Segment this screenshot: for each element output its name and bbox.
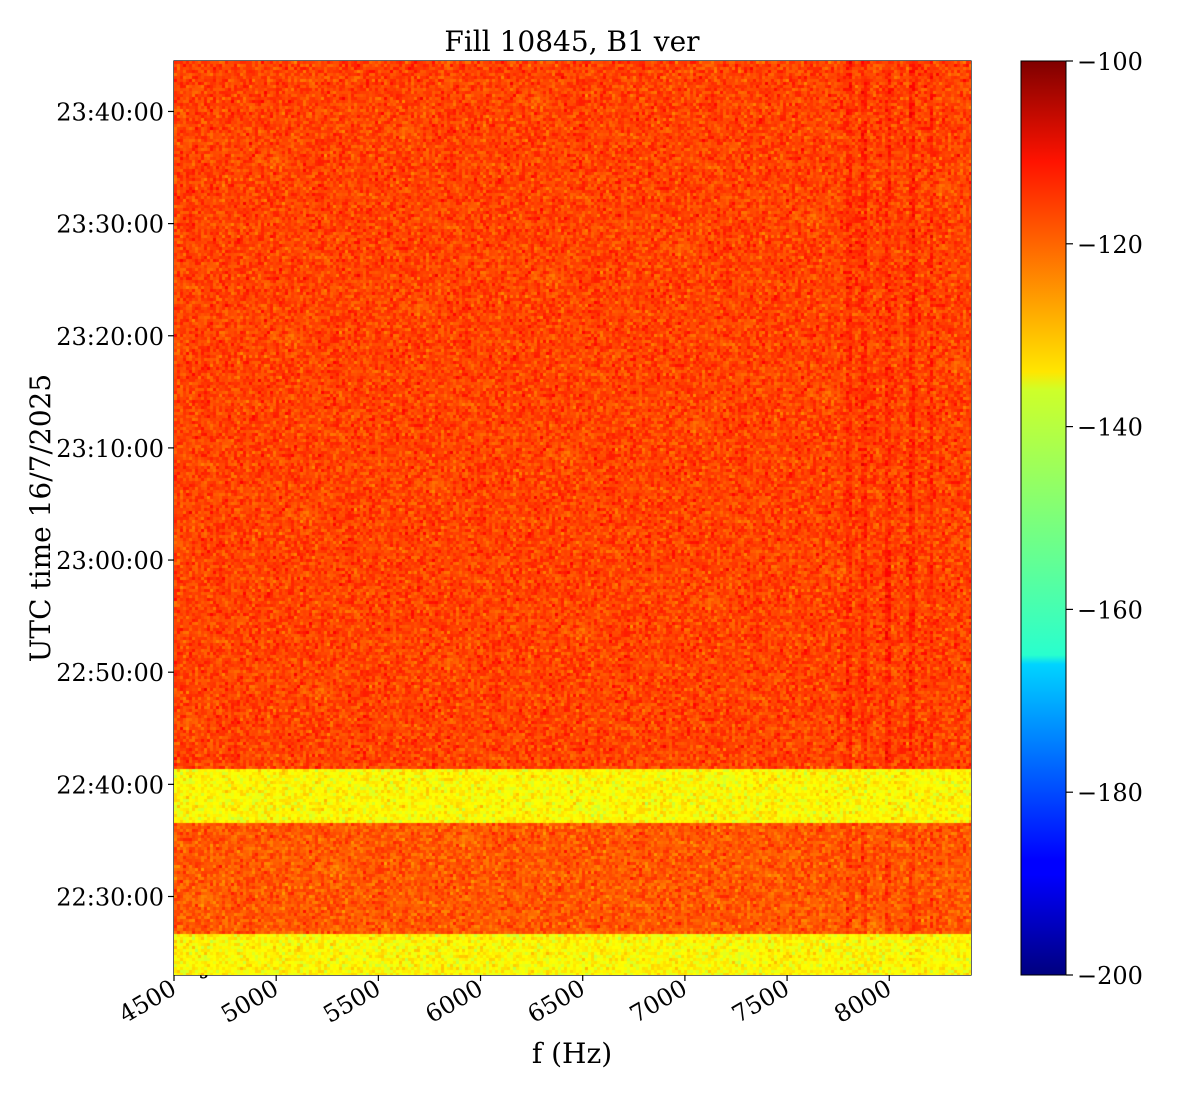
colorbar-tick-label: −200: [1077, 962, 1143, 990]
x-axis: 4500 5000 5500 6000 6500 7000 7500 8000: [114, 974, 896, 1029]
x-tick-label: 8000: [829, 974, 896, 1029]
colorbar-tick-label: −120: [1077, 231, 1143, 259]
y-tick-label: 23:00:00: [56, 547, 164, 575]
y-tick-label: 23:40:00: [56, 98, 164, 126]
y-tick-label: 22:40:00: [56, 771, 164, 799]
y-tick-label: 23:20:00: [56, 323, 164, 351]
y-axis-label: UTC time 16/7/2025: [24, 374, 57, 662]
x-tick-label: 7000: [625, 974, 692, 1029]
colorbar-axis: −100 −120 −140 −160 −180 −200: [1066, 48, 1143, 990]
colorbar-tick-label: −100: [1077, 48, 1143, 76]
colorbar-tick-label: −160: [1077, 596, 1143, 624]
y-tick-label: 22:30:00: [56, 883, 164, 911]
x-tick-label: 4500: [114, 974, 181, 1029]
colorbar-tick-label: −140: [1077, 414, 1143, 442]
x-tick-label: 5000: [216, 974, 283, 1029]
x-tick-label: 5500: [318, 974, 385, 1029]
colorbar: [1020, 60, 1067, 976]
chart-title: Fill 10845, B1 ver: [444, 25, 700, 58]
y-axis: 22:30:00 22:40:00 22:50:00 23:00:00 23:10:00…: [56, 98, 174, 911]
spectrogram-heatmap: [174, 61, 971, 975]
y-tick-label: 23:30:00: [56, 211, 164, 239]
x-tick-label: 6000: [421, 974, 488, 1029]
y-tick-label: 23:10:00: [56, 435, 164, 463]
x-tick-label: 7500: [727, 974, 794, 1029]
x-tick-label: 6500: [523, 974, 590, 1029]
colorbar-tick-label: −180: [1077, 779, 1143, 807]
y-tick-label: 22:50:00: [56, 659, 164, 687]
x-axis-label: f (Hz): [532, 1037, 612, 1070]
